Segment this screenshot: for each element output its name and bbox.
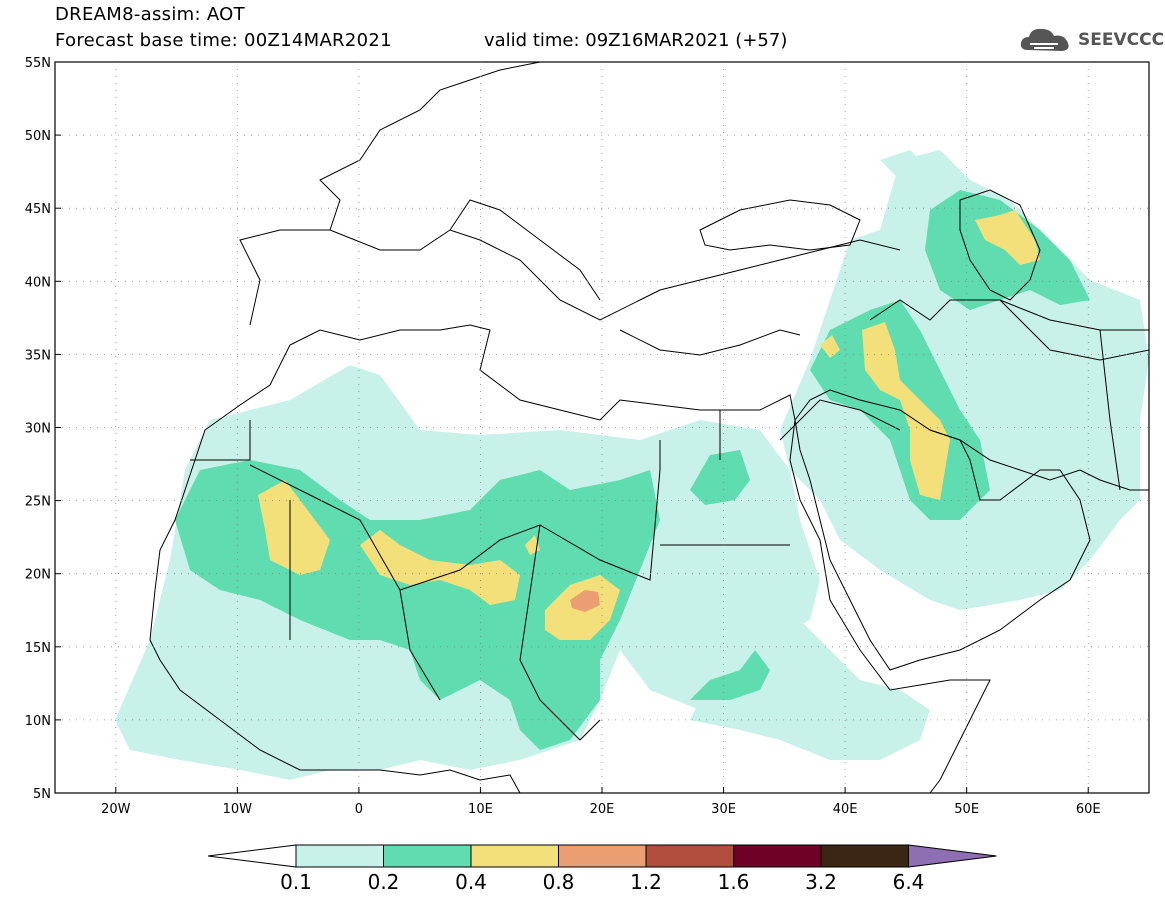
coastlines-borders [149,62,1149,793]
colorbar-max-triangle [908,844,997,868]
colorbar-label: 0.2 [367,870,400,894]
seevccc-logo: SEEVCCC [1018,24,1164,56]
cloud-icon [1020,28,1069,51]
colorbar-label: 1.2 [630,870,662,894]
colorbar-label: 0.4 [455,870,487,894]
lat-label: 55N [25,56,51,71]
lat-label: 45N [25,202,51,217]
lon-label: 10E [468,802,493,817]
colorbar-segment [645,844,734,868]
lon-label: 40E [833,802,858,817]
aot-region-mali-yellow [360,530,520,605]
lat-label: 30N [25,422,51,437]
aot-region-ethiopia-green [690,650,770,700]
lat-label: 35N [25,348,51,363]
colorbar-segment [820,844,909,868]
colorbar-label: 0.1 [280,870,312,894]
aot-region-caspian-north [880,150,930,180]
lon-label: 60E [1076,802,1101,817]
colorbar [207,844,997,868]
colorbar-segment [733,844,822,868]
map-title: DREAM8-assim: AOT [55,4,245,25]
lat-label: 10N [25,714,51,729]
colorbar-label: 0.8 [542,870,575,894]
lon-label: 20W [101,802,131,817]
logo-text: SEEVCCC [1078,30,1165,50]
colorbar-segment [383,844,472,868]
aot-region-sudan-green [690,450,750,505]
aot-region-syria-yellow [820,335,840,358]
valid-time: valid time: 09Z16MAR2021 (+57) [484,30,788,51]
colorbar-label: 1.6 [717,870,750,894]
lat-label: 5N [33,787,51,802]
colorbar-label: 3.2 [805,870,837,894]
lat-lon-grid [55,61,1149,794]
forecast-base-time: Forecast base time: 00Z14MAR2021 [55,30,392,51]
lat-label: 40N [25,275,51,290]
aot-region-chad-peak [570,590,600,612]
lat-label: 20N [25,568,51,583]
lon-label: 10W [223,802,253,817]
aot-region-iraq-yellow [862,322,950,500]
lon-labels: 20W 10W 0 10E 20E 30E 40E 50E 60E [101,802,1101,817]
colorbar-label: 6.4 [892,870,925,894]
lat-label: 25N [25,495,51,510]
colorbar-min-triangle [207,844,297,868]
lon-label: 50E [954,802,979,817]
lat-label: 50N [25,129,51,144]
lat-label: 15N [25,641,51,656]
colorbar-segment [558,844,647,868]
aot-region-mauritania-yellow [258,480,330,575]
colorbar-segment [470,844,559,868]
lon-label: 30E [711,802,736,817]
lon-label: 0 [355,802,363,817]
colorbar-segment [295,844,384,868]
aot-region-caspian-yellow [975,210,1040,265]
aot-field [115,150,1149,780]
lon-label: 20E [590,802,615,817]
lat-labels: 55N 50N 45N 40N 35N 30N 25N 20N 15N 10N 5N [25,56,51,802]
aot-region-east-africa [690,620,930,760]
